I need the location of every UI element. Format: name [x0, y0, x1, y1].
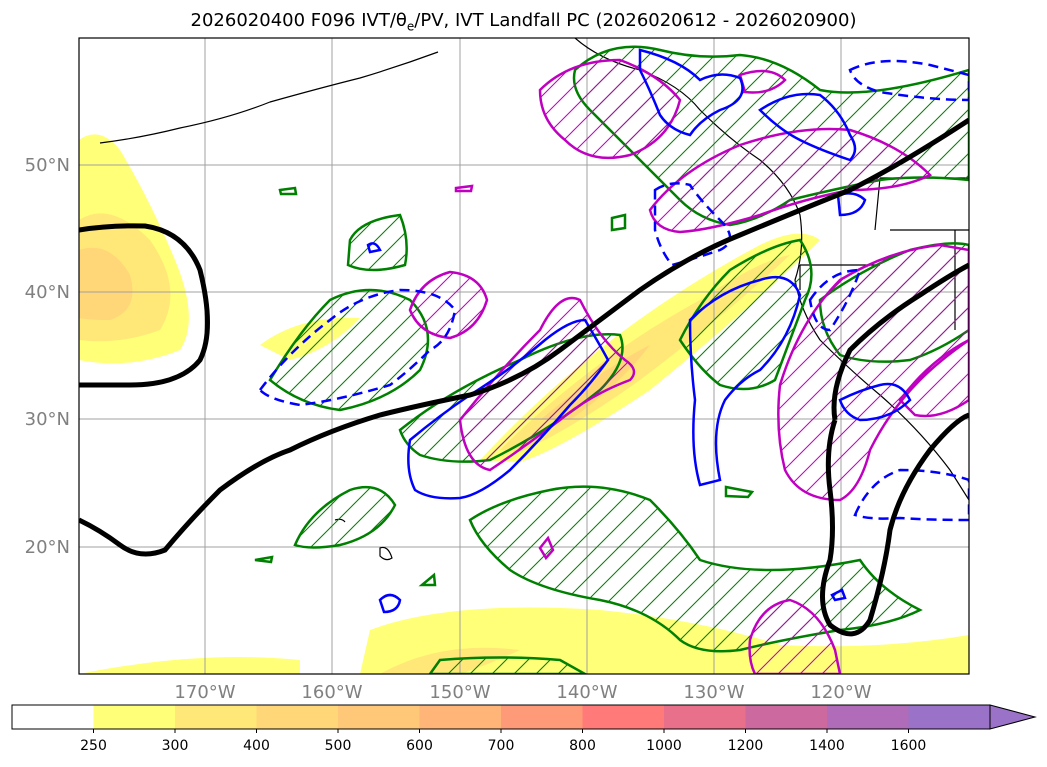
colorbar-segment	[908, 705, 991, 729]
lat-label-30n: 30°N	[25, 409, 70, 430]
lon-label-160w: 160°W	[301, 682, 362, 703]
lon-label-130w: 130°W	[683, 682, 744, 703]
colorbar-tick-label: 400	[243, 738, 270, 754]
colorbar-segment	[582, 705, 665, 729]
colorbar-extend-arrow	[989, 704, 1037, 730]
title-prefix: 2026020400 F096 IVT/θ	[190, 10, 407, 31]
plot-title: 2026020400 F096 IVT/θe/PV, IVT Landfall …	[0, 10, 1047, 34]
latitude-labels: 50°N 40°N 30°N 20°N	[25, 155, 70, 558]
colorbar-segment	[93, 705, 176, 729]
colorbar	[11, 704, 1037, 733]
colorbar-tick-label: 250	[80, 738, 107, 754]
colorbar-segment	[338, 705, 420, 729]
ivt-mean-contour	[79, 117, 969, 637]
colorbar-segment	[827, 705, 909, 729]
map-area	[79, 38, 969, 674]
colorbar-tick-label: 800	[569, 738, 596, 754]
colorbar-tick-label: 1400	[809, 738, 845, 754]
lon-label-140w: 140°W	[556, 682, 617, 703]
lon-label-170w: 170°W	[174, 682, 235, 703]
lat-label-20n: 20°N	[25, 537, 70, 558]
colorbar-tick-label: 700	[487, 738, 515, 754]
colorbar-segment	[664, 705, 746, 729]
colorbar-segment	[501, 705, 583, 729]
colorbar-tick-label: 1000	[646, 738, 682, 754]
colorbar-tick-label: 1200	[727, 738, 764, 754]
colorbar-tick-label: 1600	[890, 738, 927, 754]
title-theta-subscript: e	[406, 19, 415, 34]
colorbar-segment	[745, 705, 828, 729]
lon-label-120w: 120°W	[810, 682, 871, 703]
lat-label-40n: 40°N	[25, 282, 70, 303]
map-frame	[78, 37, 970, 675]
colorbar-segment	[12, 705, 94, 729]
colorbar-segment	[419, 705, 502, 729]
title-suffix: /PV, IVT Landfall PC (2026020612 - 20260…	[414, 10, 857, 31]
colorbar-segment	[175, 705, 257, 729]
pc-contours	[254, 45, 969, 674]
lat-label-50n: 50°N	[25, 155, 70, 176]
colorbar-tick-label: 600	[406, 738, 433, 754]
lon-label-150w: 150°W	[429, 682, 490, 703]
colorbar-tick-label: 500	[324, 738, 352, 754]
colorbar-tick-label: 300	[161, 738, 189, 754]
colorbar-segment	[256, 705, 339, 729]
longitude-labels: 170°W 160°W 150°W 140°W 130°W 120°W	[174, 682, 871, 703]
